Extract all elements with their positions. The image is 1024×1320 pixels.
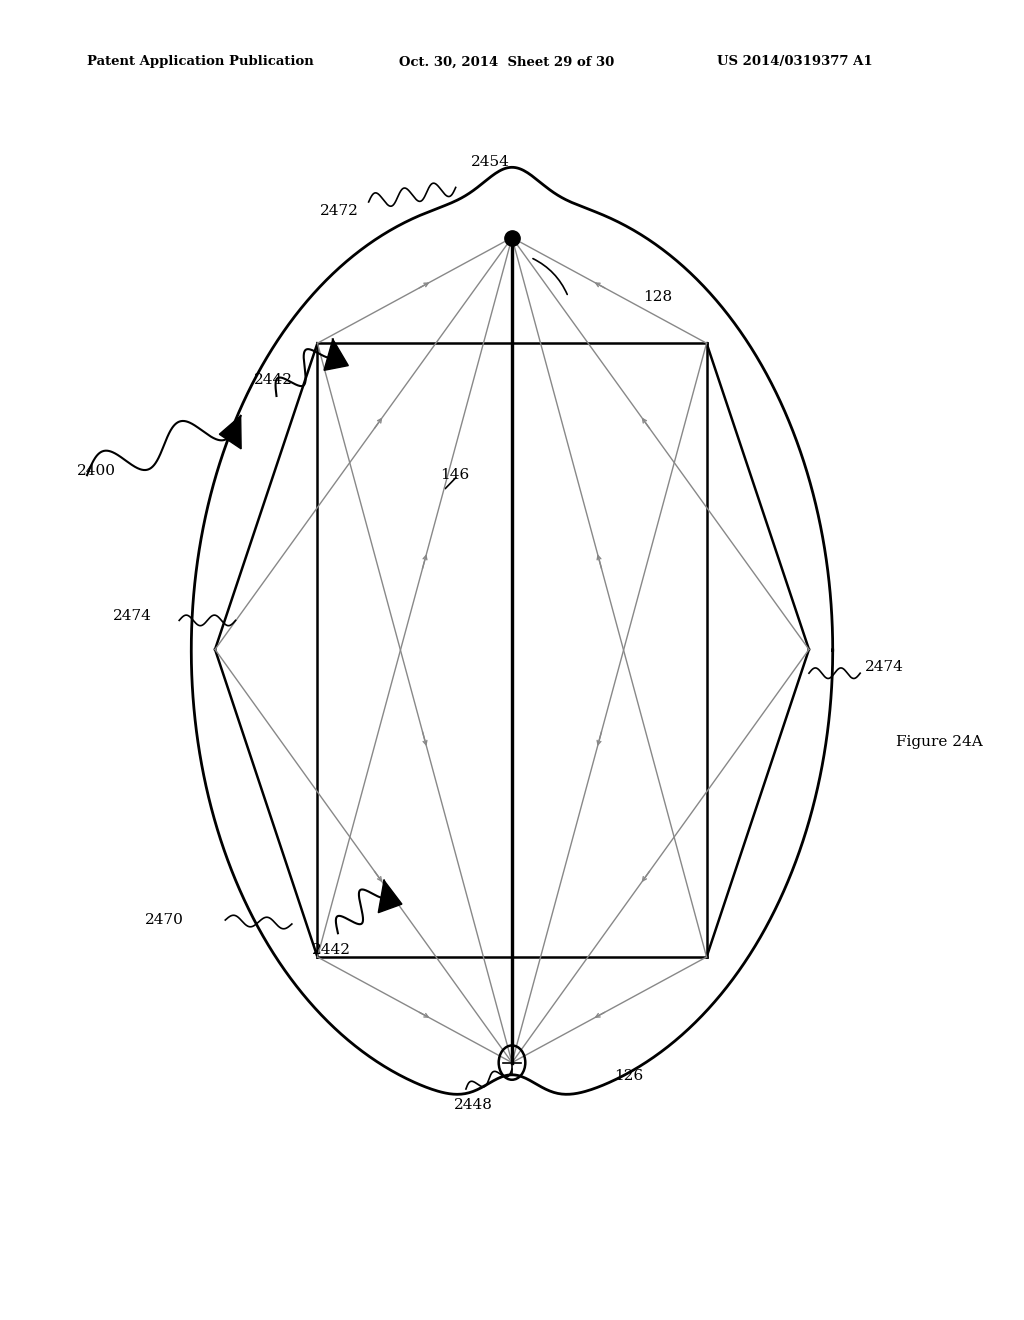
Text: 2470: 2470 [145, 913, 184, 927]
Text: 2472: 2472 [319, 205, 358, 218]
Text: 146: 146 [440, 469, 470, 482]
Text: 2454: 2454 [471, 154, 510, 169]
Text: 2442: 2442 [312, 944, 351, 957]
Text: 2400: 2400 [77, 465, 116, 478]
Text: 2448: 2448 [454, 1098, 493, 1113]
Text: 2442: 2442 [254, 374, 293, 387]
Text: US 2014/0319377 A1: US 2014/0319377 A1 [717, 55, 872, 69]
Polygon shape [324, 339, 348, 371]
Text: Patent Application Publication: Patent Application Publication [87, 55, 313, 69]
Text: 2474: 2474 [113, 610, 152, 623]
Text: 128: 128 [643, 290, 672, 304]
Text: 126: 126 [614, 1069, 644, 1082]
Polygon shape [219, 416, 241, 449]
Polygon shape [378, 880, 402, 912]
Text: Oct. 30, 2014  Sheet 29 of 30: Oct. 30, 2014 Sheet 29 of 30 [399, 55, 614, 69]
Text: 2474: 2474 [865, 660, 904, 673]
Text: Figure 24A: Figure 24A [896, 735, 983, 748]
